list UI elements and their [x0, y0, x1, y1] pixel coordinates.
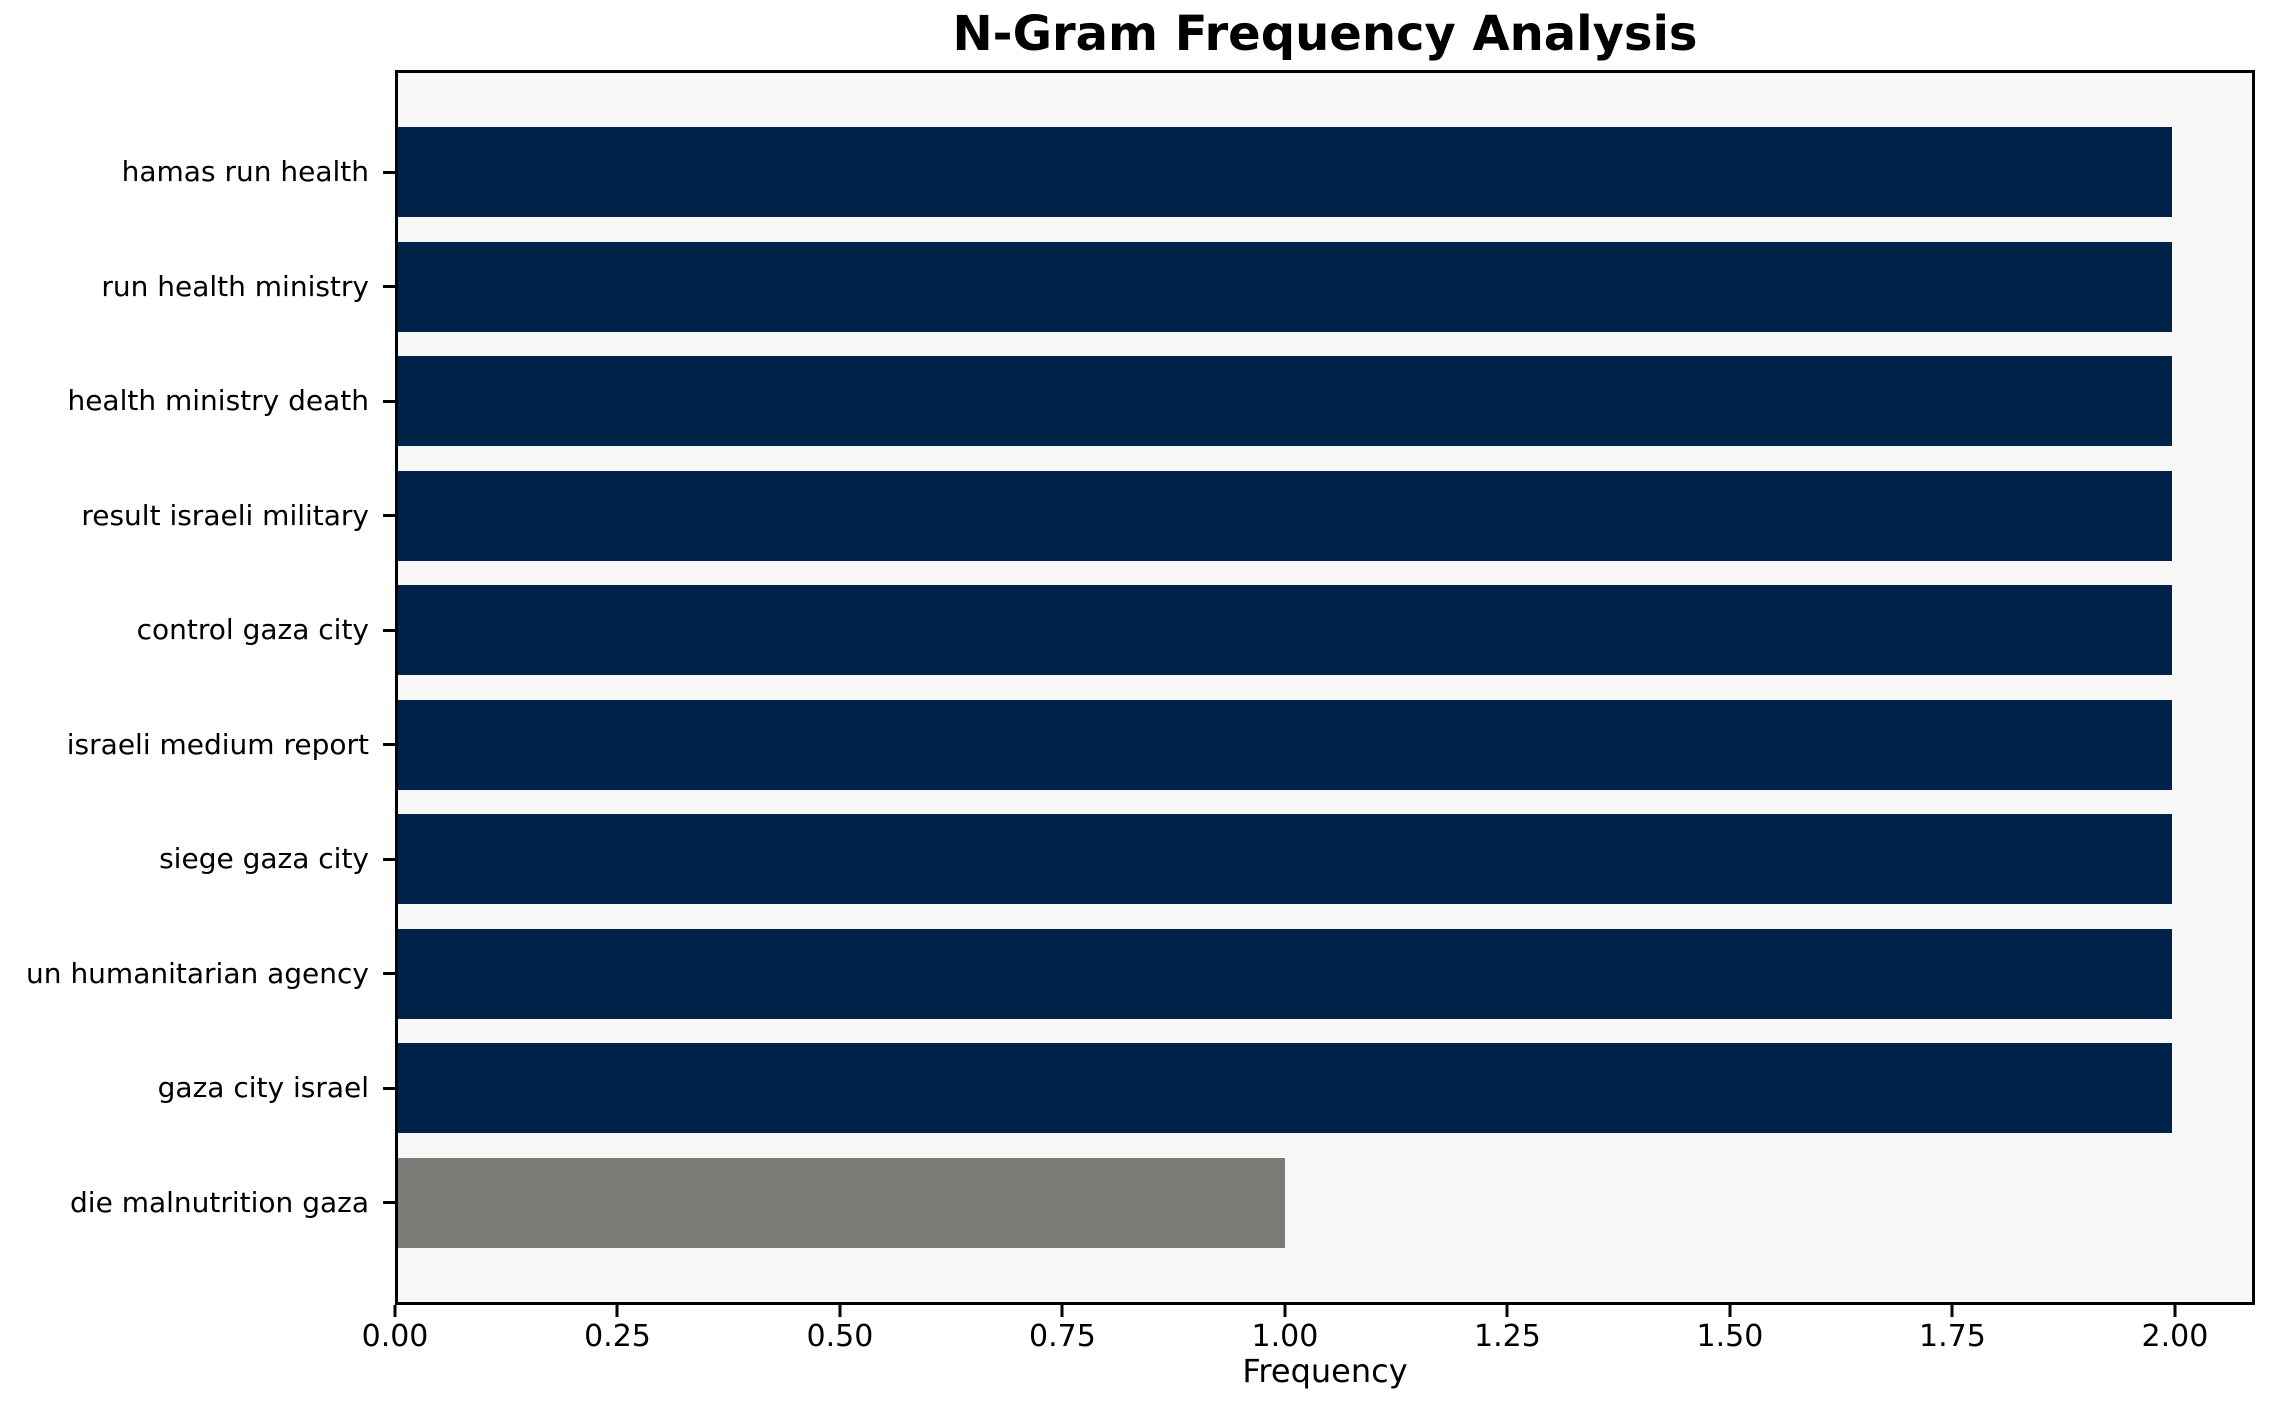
- y-tick-label: siege gaza city: [159, 842, 369, 875]
- y-tick-mark: [383, 628, 395, 632]
- x-tick-mark: [1728, 1305, 1732, 1317]
- x-tick-mark: [615, 1305, 619, 1317]
- y-tick-label: un humanitarian agency: [26, 956, 369, 990]
- x-tick-label: 1.00: [1251, 1319, 1319, 1354]
- x-tick-label: 2.00: [2141, 1319, 2209, 1354]
- y-tick-label: gaza city israel: [157, 1071, 369, 1104]
- x-tick-mark: [393, 1305, 397, 1317]
- x-tick-label: 0.00: [361, 1319, 429, 1354]
- y-tick-mark: [383, 170, 395, 174]
- y-tick-label: die malnutrition gaza: [70, 1185, 369, 1219]
- x-tick-mark: [1060, 1305, 1064, 1317]
- y-tick-label: result israeli military: [81, 498, 369, 532]
- x-tick-label: 1.25: [1474, 1319, 1541, 1354]
- x-tick-label: 0.75: [1029, 1319, 1096, 1354]
- bar: [398, 699, 2173, 790]
- y-tick-mark: [383, 743, 395, 746]
- bar: [398, 470, 2173, 561]
- x-tick-label: 1.75: [1919, 1319, 1986, 1354]
- y-tick-label: health ministry death: [67, 384, 369, 417]
- x-tick-label: 0.50: [806, 1319, 874, 1354]
- bar: [398, 1043, 2173, 1133]
- y-tick-label: hamas run health: [121, 155, 369, 188]
- bar: [398, 241, 2173, 332]
- x-axis-label: Frequency: [1242, 1352, 1408, 1390]
- bar: [398, 814, 2173, 904]
- y-tick-mark: [383, 1086, 395, 1090]
- chart-title: N-Gram Frequency Analysis: [952, 6, 1698, 62]
- bar: [398, 585, 2173, 675]
- y-tick-mark: [383, 514, 395, 517]
- x-tick-mark: [1283, 1305, 1287, 1317]
- x-tick-label: 1.50: [1696, 1319, 1764, 1354]
- x-tick-label: 0.25: [584, 1319, 651, 1354]
- y-axis: hamas run health run health ministry healt…: [0, 70, 395, 1305]
- y-tick-label: control gaza city: [136, 613, 369, 646]
- x-axis: 0.00 0.25 0.50 0.75 1.00 1.25 1.50 1.75 2.00: [362, 1305, 2255, 1405]
- bar: [398, 928, 2173, 1019]
- y-tick-mark: [383, 972, 395, 975]
- x-tick-mark: [838, 1305, 842, 1317]
- y-tick-mark: [383, 857, 395, 861]
- y-tick-mark: [383, 1201, 395, 1204]
- y-tick-mark: [383, 399, 395, 403]
- x-tick-mark: [1505, 1305, 1509, 1317]
- y-tick-label: run health ministry: [101, 269, 369, 303]
- y-tick-label: israeli medium report: [66, 727, 369, 761]
- plot-area: [395, 70, 2255, 1305]
- bar: [398, 356, 2173, 446]
- x-tick-mark: [1950, 1305, 1954, 1317]
- y-tick-mark: [383, 285, 395, 288]
- bar: [398, 1157, 1286, 1248]
- x-tick-mark: [2173, 1305, 2177, 1317]
- bar: [398, 127, 2173, 217]
